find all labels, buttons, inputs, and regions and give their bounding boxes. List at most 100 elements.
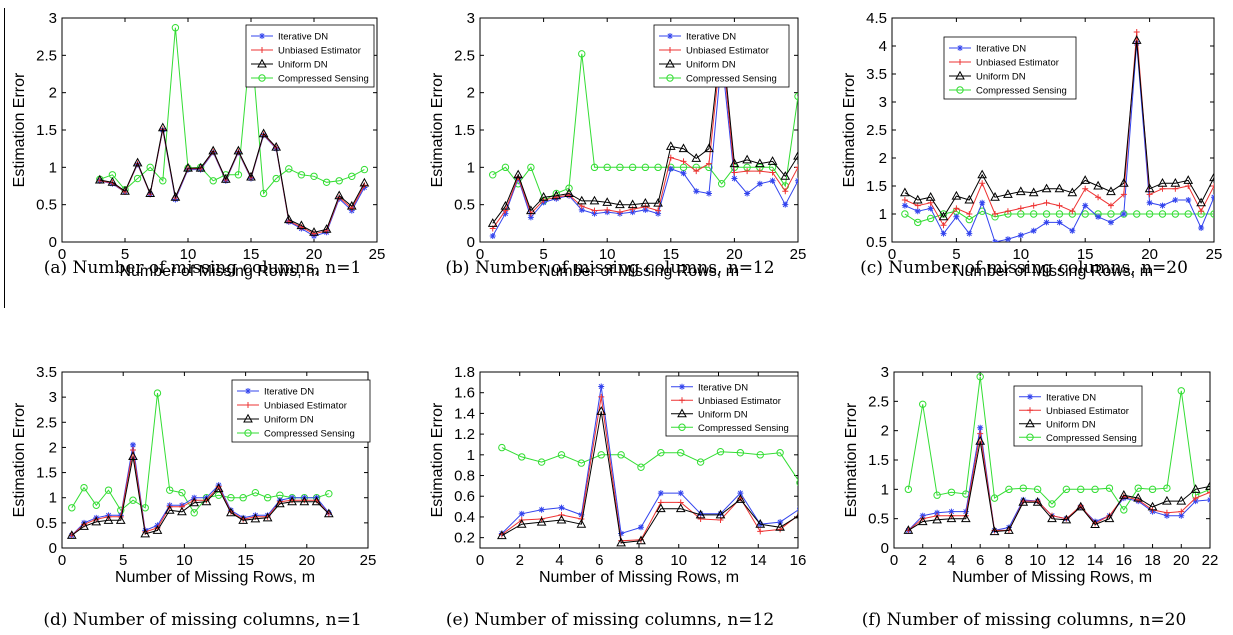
legend-label: Uniform DN xyxy=(698,409,748,420)
legend-marker xyxy=(677,408,687,418)
data-point xyxy=(628,163,637,172)
x-tick-label: 2 xyxy=(919,552,927,569)
data-point xyxy=(1183,175,1194,184)
data-point xyxy=(558,504,565,511)
data-point xyxy=(1207,489,1210,496)
legend-label: Uniform DN xyxy=(1046,419,1096,430)
data-point xyxy=(557,451,566,459)
data-point xyxy=(1148,485,1157,494)
data-point xyxy=(717,510,724,517)
data-point xyxy=(275,498,285,508)
data-point xyxy=(992,239,999,242)
data-point xyxy=(238,515,249,524)
x-tick-label: 6 xyxy=(595,552,603,569)
y-tick-label: 2.5 xyxy=(866,122,887,139)
data-point xyxy=(1030,202,1037,209)
x-tick-label: 16 xyxy=(790,552,807,569)
data-point xyxy=(94,174,105,184)
data-point xyxy=(1133,29,1140,35)
data-point xyxy=(946,513,957,523)
chart-d: 0 5 10 15 20 25 0 0.5 1 1.5 2 2.5 3 3.5 Number of Miss… xyxy=(11,364,376,586)
data-point xyxy=(183,162,193,172)
data-point xyxy=(769,169,776,176)
x-tick-label: 18 xyxy=(1144,552,1161,569)
data-point xyxy=(616,537,626,547)
data-point xyxy=(145,188,156,197)
data-point xyxy=(208,145,219,155)
data-point xyxy=(731,175,738,182)
data-point xyxy=(729,158,740,168)
data-point xyxy=(1095,213,1102,220)
data-point xyxy=(598,393,605,400)
data-point xyxy=(715,509,726,519)
data-point xyxy=(285,165,293,173)
data-point xyxy=(309,227,319,236)
legend-box xyxy=(1013,385,1143,447)
data-point xyxy=(195,162,206,172)
data-point xyxy=(1056,202,1063,209)
data-point xyxy=(975,435,986,445)
series-line-unbiased-estimator xyxy=(71,449,330,536)
data-point xyxy=(627,199,638,209)
data-point xyxy=(310,172,318,180)
data-point xyxy=(1198,208,1205,215)
data-point xyxy=(132,157,143,167)
data-point xyxy=(1146,199,1153,206)
legend-label: Compressed Sensing xyxy=(264,429,355,440)
y-tick-label: 2 xyxy=(881,423,889,440)
data-point xyxy=(1162,495,1172,505)
data-point xyxy=(1075,501,1086,511)
data-point xyxy=(717,180,726,188)
legend: Iterative DN Unbiased Estimator Uniform DN… xyxy=(943,36,1077,100)
data-point xyxy=(1017,205,1024,212)
legend-label: Uniform DN xyxy=(278,60,328,71)
data-point xyxy=(1176,495,1187,505)
data-point xyxy=(103,515,114,524)
data-point xyxy=(133,174,142,183)
data-point xyxy=(938,211,949,221)
data-point xyxy=(311,496,322,506)
data-point xyxy=(914,218,922,227)
x-tick-label: 8 xyxy=(1005,552,1013,569)
y-tick-label: 1.5 xyxy=(36,122,57,139)
y-tick-label: 1.4 xyxy=(454,405,475,422)
data-point xyxy=(246,171,256,181)
y-axis-label: Estimation Error xyxy=(429,72,446,187)
legend-marker xyxy=(957,59,963,65)
data-point xyxy=(716,448,725,456)
y-tick-label: 0.4 xyxy=(454,509,475,526)
legend-label: Unbiased Estimator xyxy=(264,401,347,412)
x-tick-label: 0 xyxy=(476,552,484,569)
data-point xyxy=(796,506,798,512)
series-line-iterative-dn xyxy=(71,444,330,536)
data-point xyxy=(757,528,764,535)
x-tick-label: 5 xyxy=(121,246,129,263)
y-tick-label: 3 xyxy=(879,94,887,111)
y-tick-label: 4.5 xyxy=(866,10,887,27)
data-point xyxy=(756,451,764,459)
legend-label: Compressed Sensing xyxy=(278,74,369,85)
data-point xyxy=(1062,485,1071,494)
legend-marker xyxy=(665,58,675,68)
data-point xyxy=(536,516,547,526)
legend-label: Unbiased Estimator xyxy=(686,46,769,57)
data-point xyxy=(927,205,934,212)
data-point xyxy=(782,201,789,208)
y-tick-label: 2.5 xyxy=(36,414,57,431)
data-point xyxy=(696,458,705,466)
y-tick-label: 0.5 xyxy=(36,515,57,532)
x-tick-label: 15 xyxy=(662,246,679,263)
data-point xyxy=(796,479,798,486)
data-point xyxy=(744,190,751,197)
data-point xyxy=(1157,177,1168,187)
data-point xyxy=(146,163,154,172)
y-tick-label: 1 xyxy=(881,481,889,498)
x-tick-label: 20 xyxy=(298,552,315,569)
data-point xyxy=(1177,387,1185,395)
legend-marker xyxy=(257,58,267,68)
y-tick-label: 2.5 xyxy=(454,47,475,64)
data-point xyxy=(962,508,969,515)
legend: Iterative DN Unbiased Estimator Uniform DN… xyxy=(1013,385,1143,447)
chart-f: 0 2 4 6 8 10 12 14 16 18 20 22 0 0.5 1 1.5 2 2.5 3 Number o… xyxy=(843,364,1218,586)
x-tick-label: 10 xyxy=(1012,246,1029,263)
